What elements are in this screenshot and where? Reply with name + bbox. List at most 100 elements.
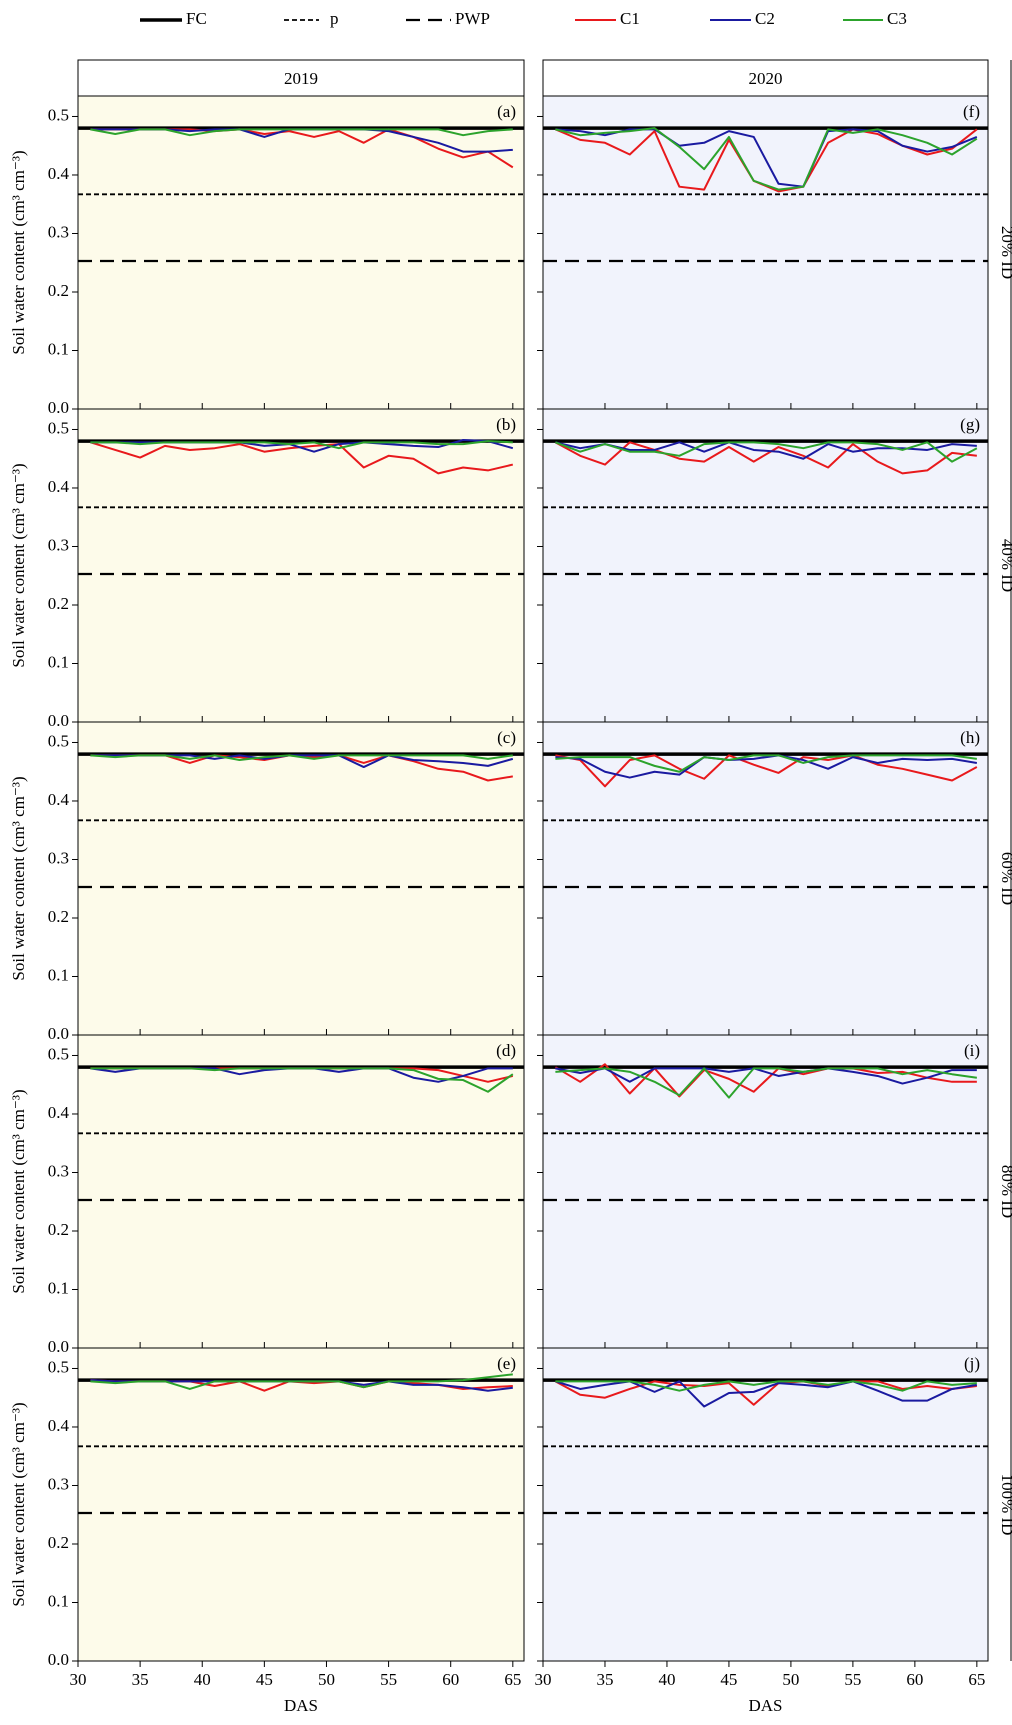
legend-label: C1 (620, 9, 640, 28)
series-line (90, 128, 513, 137)
y-tick-label: 0.5 (48, 731, 69, 750)
series-line (555, 127, 978, 191)
y-tick-label: 0.1 (48, 652, 69, 671)
y-tick-label: 0.2 (48, 907, 69, 926)
panel-background (542, 408, 989, 723)
legend-label: p (330, 9, 339, 28)
y-tick-label: 0.0 (48, 711, 69, 730)
x-tick-label: 60 (906, 1670, 923, 1689)
panel-title: (j) (964, 1354, 980, 1373)
y-tick-label: 0.4 (48, 477, 70, 496)
x-tick-label: 30 (70, 1670, 87, 1689)
x-tick-label: 35 (132, 1670, 149, 1689)
series-line (555, 441, 978, 463)
x-tick-label: 50 (318, 1670, 335, 1689)
y-tick-label: 0.2 (48, 594, 69, 613)
x-tick-label: 45 (256, 1670, 273, 1689)
x-tick-label: 60 (442, 1670, 459, 1689)
series-line (555, 1067, 977, 1085)
y-tick-label: 0.4 (48, 164, 70, 183)
y-tick-label: 0.4 (48, 1416, 70, 1435)
y-tick-label: 0.2 (48, 1533, 69, 1552)
row-label: 20% ID (998, 226, 1012, 279)
y-axis-label: Soil water content (cm³ cm⁻³) (9, 776, 28, 980)
series-line (90, 1067, 514, 1093)
x-tick-label: 55 (844, 1670, 861, 1689)
x-axis-label: DAS (284, 1696, 318, 1715)
y-tick-label: 0.5 (48, 105, 69, 124)
panel-title: (e) (497, 1354, 516, 1373)
y-tick-label: 0.1 (48, 965, 69, 984)
x-tick-label: 65 (968, 1670, 985, 1689)
panel-title: (a) (497, 102, 516, 121)
y-tick-label: 0.3 (48, 1474, 69, 1493)
x-tick-label: 50 (782, 1670, 799, 1689)
series-line (555, 128, 978, 188)
panel-title: (h) (960, 728, 980, 747)
y-tick-label: 0.1 (48, 1591, 69, 1610)
series-line (554, 441, 977, 475)
legend-label: C2 (755, 9, 775, 28)
y-tick-label: 0.0 (48, 398, 69, 417)
series-line (90, 754, 513, 762)
y-axis-label: Soil water content (cm³ cm⁻³) (9, 150, 28, 354)
panel-title: (c) (497, 728, 516, 747)
y-tick-label: 0.1 (48, 1278, 69, 1297)
y-tick-label: 0.4 (48, 790, 70, 809)
x-tick-label: 65 (504, 1670, 521, 1689)
x-tick-label: 40 (194, 1670, 211, 1689)
panel-background (542, 95, 989, 410)
y-axis-label: Soil water content (cm³ cm⁻³) (9, 1402, 28, 1606)
legend-label: C3 (887, 9, 907, 28)
series-line (555, 754, 978, 779)
x-axis-label: DAS (748, 1696, 782, 1715)
y-tick-label: 0.5 (48, 1044, 69, 1063)
panel-title: (b) (496, 415, 516, 434)
column-label: 2019 (284, 69, 318, 88)
panel-background (542, 1034, 989, 1349)
y-axis-label: Soil water content (cm³ cm⁻³) (9, 463, 28, 667)
legend-label: PWP (455, 9, 490, 28)
series-line (555, 754, 977, 773)
row-label: 100% ID (998, 1474, 1012, 1536)
x-tick-label: 55 (380, 1670, 397, 1689)
panel-title: (g) (960, 415, 980, 434)
y-tick-label: 0.3 (48, 848, 69, 867)
y-tick-label: 0.2 (48, 1220, 69, 1239)
row-label: 60% ID (998, 852, 1012, 905)
y-tick-label: 0.5 (48, 418, 69, 437)
panel-title: (i) (964, 1041, 980, 1060)
panel-title: (f) (963, 102, 980, 121)
y-tick-label: 0.2 (48, 281, 69, 300)
x-tick-label: 45 (720, 1670, 737, 1689)
x-tick-label: 40 (658, 1670, 675, 1689)
y-tick-label: 0.3 (48, 1161, 69, 1180)
series-line (555, 754, 978, 788)
y-tick-label: 0.0 (48, 1024, 69, 1043)
column-header (542, 59, 989, 97)
panel-background (77, 721, 525, 1036)
panel-title: (d) (496, 1041, 516, 1060)
row-label: 40% ID (998, 539, 1012, 592)
y-tick-label: 0.5 (48, 1357, 69, 1376)
series-line (90, 440, 513, 450)
y-tick-label: 0.0 (48, 1650, 69, 1669)
y-tick-label: 0.3 (48, 535, 69, 554)
column-label: 2020 (749, 69, 783, 88)
y-tick-label: 0.4 (48, 1103, 70, 1122)
column-header (77, 59, 525, 97)
panel-background (77, 408, 525, 723)
panel-background (77, 1034, 525, 1349)
legend-label: FC (186, 9, 207, 28)
x-tick-label: 35 (596, 1670, 613, 1689)
panel-background (77, 1347, 525, 1662)
series-line (555, 1067, 977, 1099)
row-label: 80% ID (998, 1165, 1012, 1218)
x-tick-label: 30 (535, 1670, 552, 1689)
y-tick-label: 0.1 (48, 339, 69, 358)
y-tick-label: 0.3 (48, 222, 69, 241)
y-tick-label: 0.0 (48, 1337, 69, 1356)
series-line (555, 1380, 977, 1392)
series-line (90, 1373, 513, 1390)
